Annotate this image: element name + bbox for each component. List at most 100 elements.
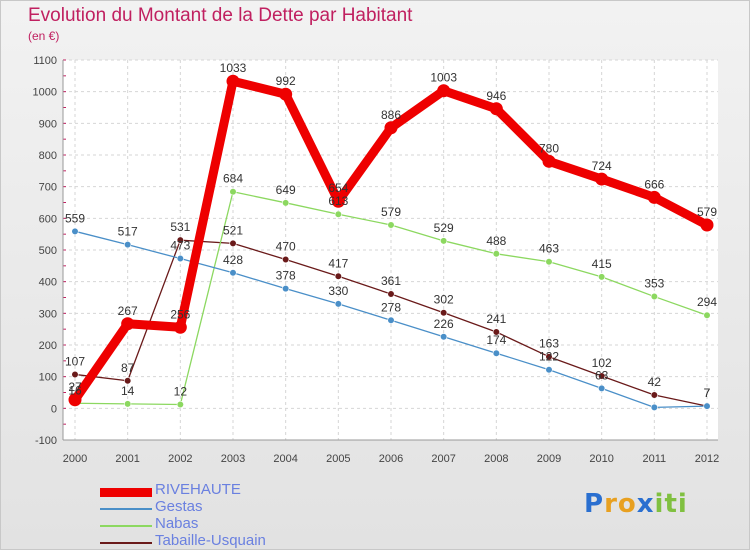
x-tick-label: 2012 xyxy=(695,453,719,465)
data-point xyxy=(229,239,237,247)
data-label: 613 xyxy=(328,194,348,208)
y-tick-label: 900 xyxy=(39,118,57,130)
data-point xyxy=(279,87,293,101)
data-label: 102 xyxy=(592,356,612,370)
data-point xyxy=(124,241,132,249)
x-tick-label: 2006 xyxy=(379,453,403,465)
logo-letter: o xyxy=(617,489,637,519)
proxiti-logo: Proxiti xyxy=(584,489,688,519)
data-point xyxy=(176,236,184,244)
data-point xyxy=(124,400,132,408)
x-tick-label: 2002 xyxy=(168,453,192,465)
legend-swatch xyxy=(100,508,152,510)
x-tick-label: 2007 xyxy=(431,453,455,465)
data-label: 267 xyxy=(118,304,138,318)
x-tick-label: 2001 xyxy=(115,453,139,465)
data-point xyxy=(176,400,184,409)
chart-subtitle: (en €) xyxy=(28,29,60,43)
data-point xyxy=(121,317,135,331)
logo-letter: i xyxy=(654,489,665,519)
y-tick-label: 1000 xyxy=(33,87,57,99)
data-point xyxy=(334,272,342,280)
data-label: 42 xyxy=(648,375,662,389)
data-point xyxy=(334,300,342,308)
x-tick-label: 2011 xyxy=(643,453,667,465)
data-point xyxy=(703,402,711,410)
data-point xyxy=(71,370,79,379)
y-tick-label: -100 xyxy=(35,435,57,447)
logo-letter: t xyxy=(664,489,678,519)
x-tick-label: 2003 xyxy=(221,453,245,465)
x-tick-label: 2005 xyxy=(326,453,350,465)
data-label: 330 xyxy=(328,284,348,298)
data-point xyxy=(489,102,503,116)
data-point xyxy=(68,393,82,407)
x-tick-label: 2000 xyxy=(63,453,87,465)
data-label: 529 xyxy=(434,221,454,235)
x-tick-label: 2010 xyxy=(589,453,613,465)
data-label: 428 xyxy=(223,253,243,267)
data-point xyxy=(387,290,395,298)
data-label: 353 xyxy=(644,277,664,291)
y-tick-label: 800 xyxy=(39,150,57,162)
data-point xyxy=(229,188,237,196)
data-point xyxy=(492,250,500,258)
data-label: 63 xyxy=(595,368,609,382)
logo-letter: r xyxy=(604,489,618,519)
legend-label: Gestas xyxy=(155,498,203,515)
data-point xyxy=(598,384,606,392)
data-label: 521 xyxy=(223,223,243,237)
data-label: 488 xyxy=(486,234,506,248)
chart-title: Evolution du Montant de la Dette par Hab… xyxy=(28,5,413,26)
logo-letter: P xyxy=(584,489,605,519)
data-label: 122 xyxy=(539,350,559,364)
data-label: 174 xyxy=(486,333,506,347)
data-point xyxy=(700,218,714,232)
data-point xyxy=(384,121,398,135)
data-point xyxy=(598,372,606,380)
data-label: 12 xyxy=(174,385,188,399)
data-label: 14 xyxy=(121,384,135,398)
data-label: 1003 xyxy=(430,71,457,85)
logo-letter: x xyxy=(636,489,655,519)
data-point xyxy=(545,366,553,374)
data-point xyxy=(173,320,187,334)
data-label: 649 xyxy=(276,183,296,197)
data-labels: 27 267 256 1033 992 654 886 1003 946 780 724 666 579… xyxy=(65,61,717,400)
data-label: 278 xyxy=(381,300,401,314)
data-point xyxy=(650,292,658,301)
data-point xyxy=(282,255,290,264)
data-point xyxy=(387,221,395,229)
y-tick-label: 400 xyxy=(39,277,57,289)
data-point xyxy=(595,172,609,186)
legend-swatch xyxy=(100,488,152,497)
data-point xyxy=(229,269,237,277)
data-label: 559 xyxy=(65,211,85,225)
data-point xyxy=(437,84,451,98)
data-point xyxy=(703,311,711,319)
data-point xyxy=(440,309,448,317)
data-label: 226 xyxy=(434,317,454,331)
data-point xyxy=(545,258,553,266)
data-label: 579 xyxy=(381,205,401,219)
data-label: 654 xyxy=(328,181,348,195)
series-layer xyxy=(68,74,714,411)
legend-swatch xyxy=(100,542,152,544)
data-label: 7 xyxy=(704,386,711,400)
data-point xyxy=(282,285,290,293)
data-point xyxy=(650,391,658,399)
data-label: 463 xyxy=(539,242,559,256)
data-label: 1033 xyxy=(220,61,247,75)
data-label: 361 xyxy=(381,274,401,288)
x-tick-label: 2004 xyxy=(273,453,297,465)
legend-label: RIVEHAUTE xyxy=(155,481,241,498)
y-tick-label: 0 xyxy=(51,403,57,415)
y-tick-label: 100 xyxy=(39,372,57,384)
data-label: 256 xyxy=(170,307,190,321)
data-label: 27 xyxy=(68,380,82,394)
x-tick-label: 2009 xyxy=(537,453,561,465)
data-label: 886 xyxy=(381,108,401,122)
axes: -100 0 100 200 300 400 500 600 700 800 900 1000 1100… xyxy=(33,55,720,465)
legend-label: Tabaille-Usquain xyxy=(155,532,266,549)
